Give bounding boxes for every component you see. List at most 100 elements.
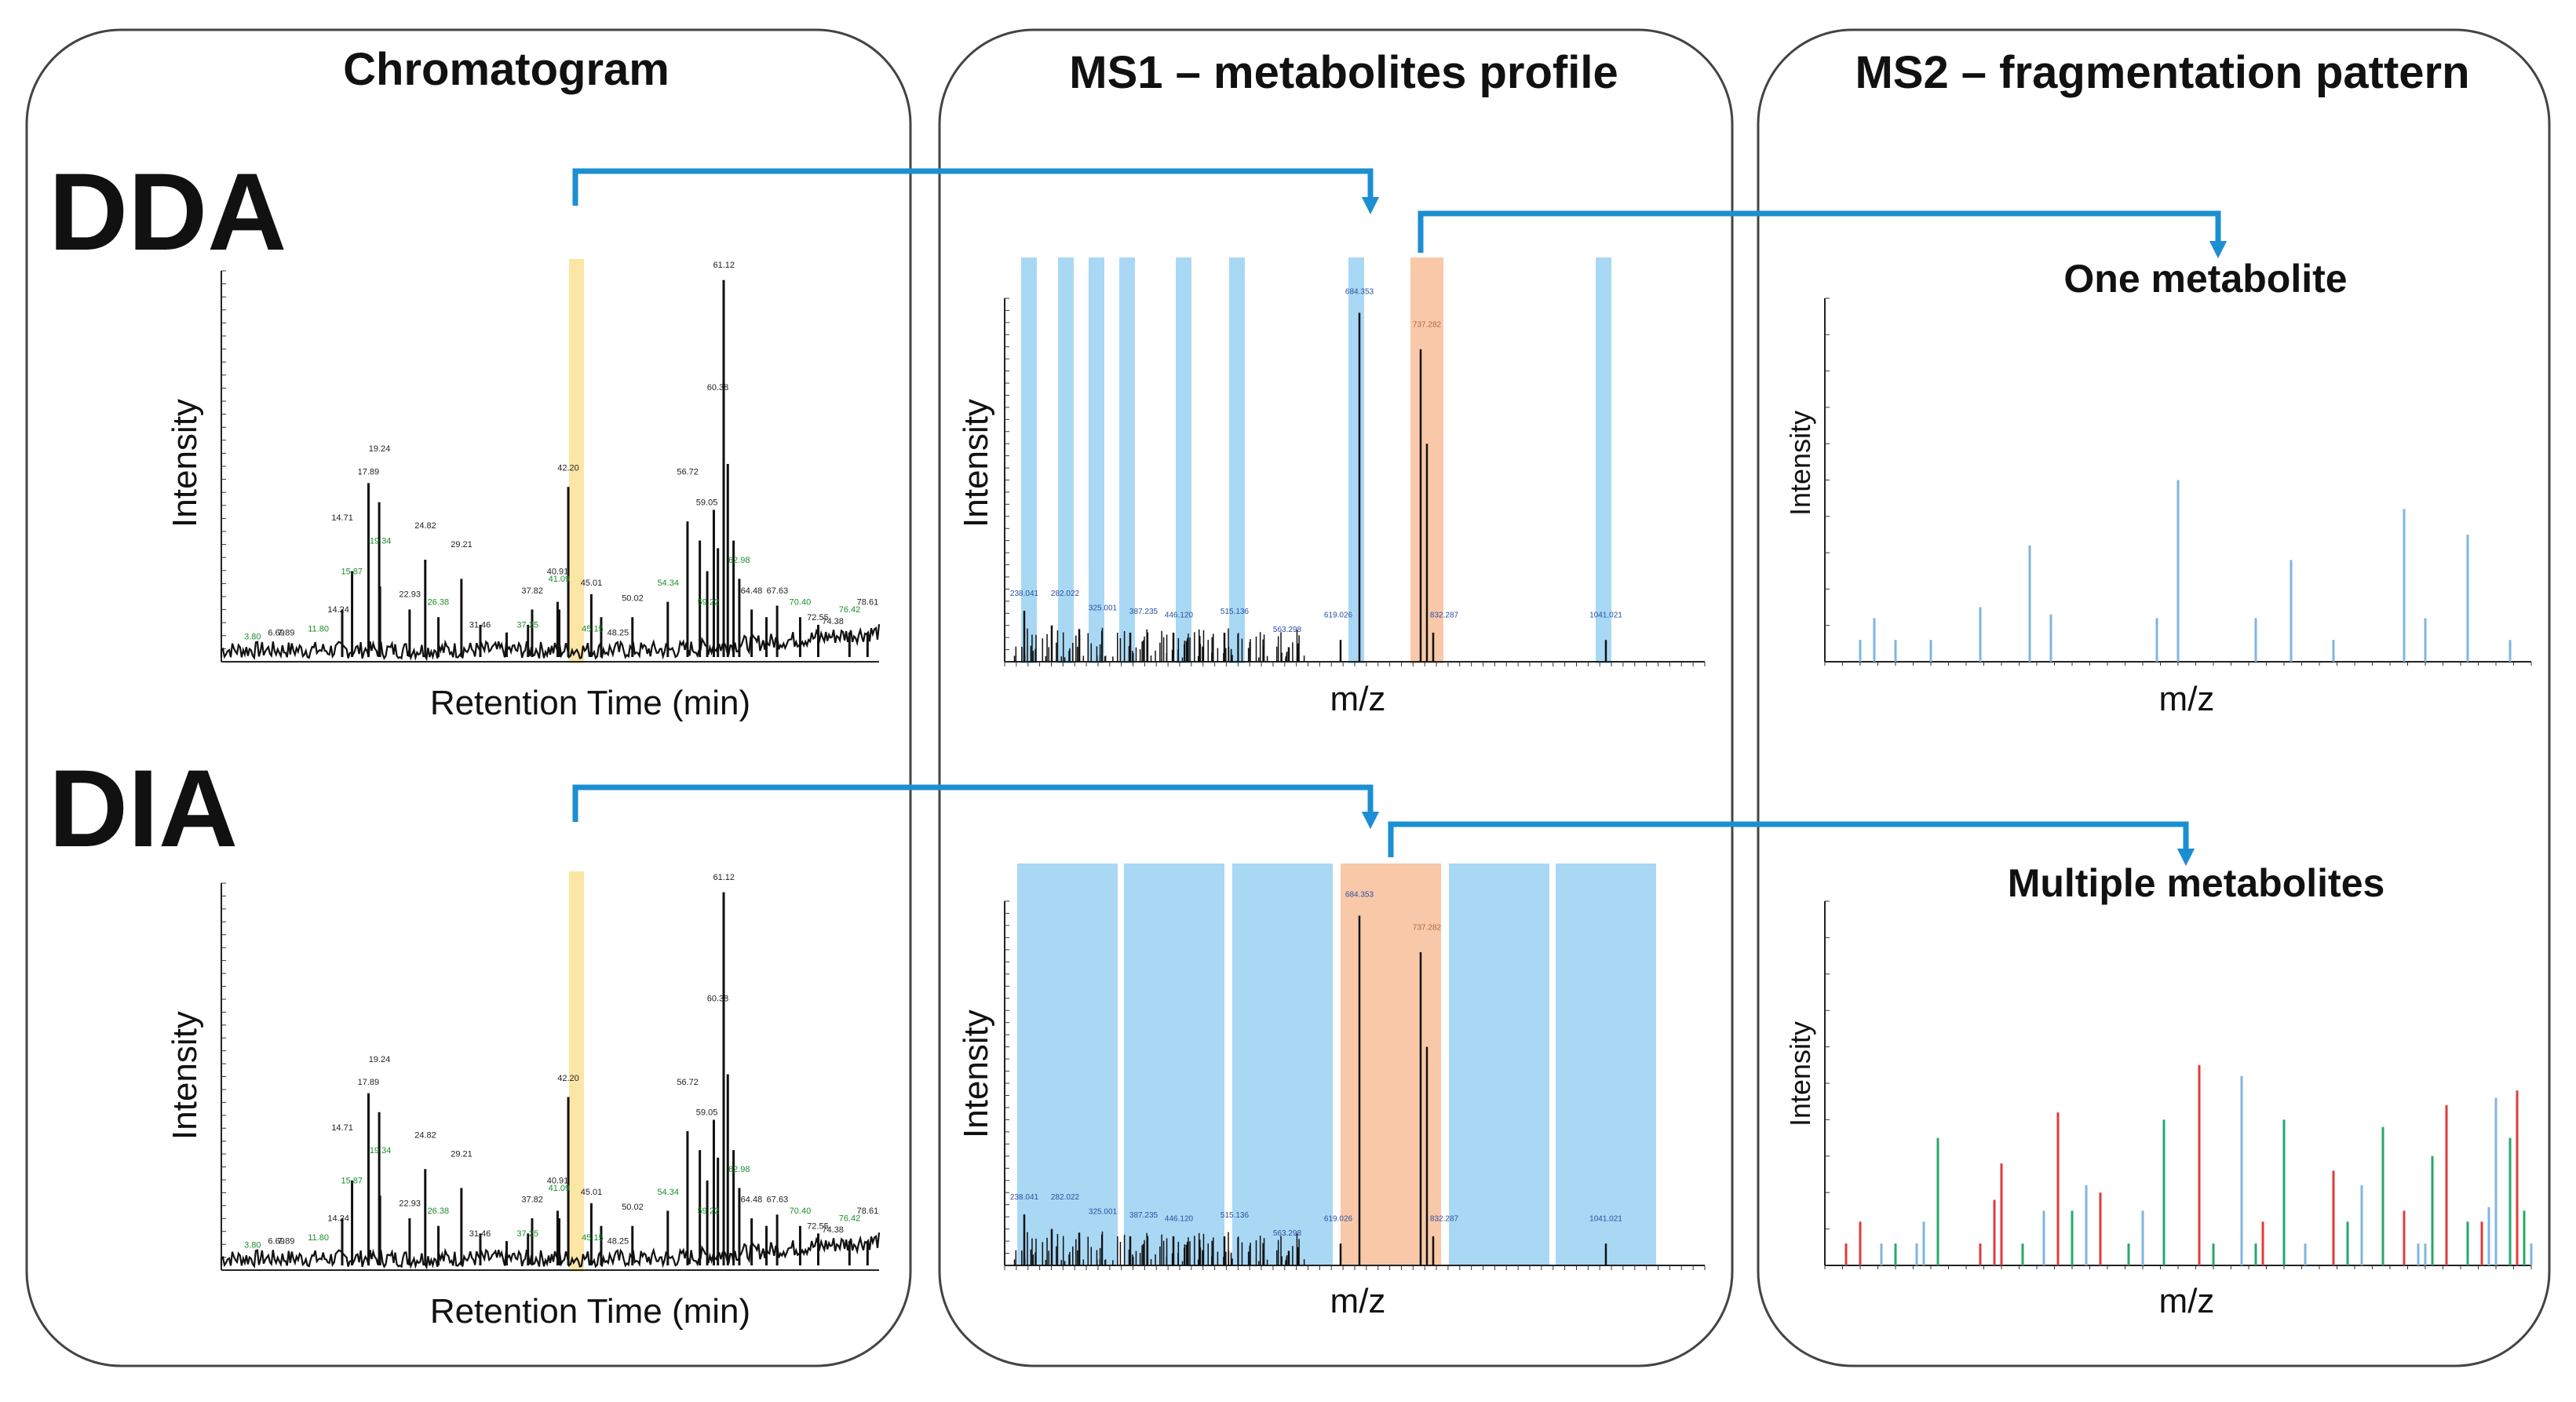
dia-label: DIA <box>49 747 238 870</box>
dia-ms1-selected-window <box>1341 863 1441 1265</box>
dia-ms1-peak-label: 737.282 <box>1413 923 1442 932</box>
dia-chrom-peak-label: 37.25 <box>516 1229 538 1239</box>
dda-chrom-peak-label: 67.63 <box>767 586 789 596</box>
dia-chrom-peak-label: 22.93 <box>399 1199 421 1208</box>
dda-chrom-peak-label: 60.38 <box>707 383 729 392</box>
dda-chrom-peak-label: 19.34 <box>370 536 392 546</box>
dia-chrom-peak-label: 37.82 <box>521 1196 543 1205</box>
dia-ms1-peak-label: 832.287 <box>1430 1215 1459 1224</box>
dia-chrom-peak-label: 45.15 <box>582 1233 604 1243</box>
dia-ms1-spectrum: 238.041 282.022 325.001 387.235 446.120 515.1… <box>1004 891 1706 1270</box>
dia-ms1-peak-label: 619.026 <box>1324 1215 1353 1224</box>
dda-chrom-peak-label: 11.80 <box>308 625 329 634</box>
dda-chrom-peak-label: 7.89 <box>278 628 294 637</box>
dia-chromatogram-plot: 3.80 6.697.89 11.80 14.71 14.24 15.87 17.89 19.… <box>220 873 881 1271</box>
dda-chrom-peak-label: 61.12 <box>713 261 735 270</box>
dia-chrom-peak-label: 76.42 <box>839 1214 861 1224</box>
dda-chromatogram-plot: 3.80 6.697.89 11.80 14.71 14.24 15.87 17.89 19.… <box>220 261 881 663</box>
chromatogram-title: Chromatogram <box>343 44 670 95</box>
dda-ms1-to-ms2-arrow <box>1418 210 2228 259</box>
dia-chrom-peak-label: 50.02 <box>622 1203 644 1212</box>
dia-ms1-mz-label: m/z <box>1330 1282 1386 1320</box>
dia-chrom-peak-label: 48.25 <box>608 1237 629 1247</box>
dia-chrom-intensity-label: Intensity <box>166 1011 204 1140</box>
dda-label: DDA <box>49 150 286 273</box>
dia-ms1-isolation-windows <box>1017 863 1656 1265</box>
ms2-panel <box>1757 28 2551 1367</box>
dia-ms1-peak-label: 238.041 <box>1010 1193 1039 1202</box>
dda-ms1-window <box>1021 257 1037 663</box>
dda-chrom-peak-label: 15.87 <box>341 567 363 576</box>
ms1-title: MS1 – metabolites profile <box>1069 47 1618 98</box>
dda-ms1-peak-label: 737.282 <box>1413 320 1442 329</box>
dia-chrom-peak-label: 15.87 <box>341 1176 363 1185</box>
dda-chrom-peak-label: 3.80 <box>244 632 261 641</box>
dda-ms1-peak-label: 282.022 <box>1051 590 1080 598</box>
dda-chrom-peak-label: 26.38 <box>428 597 450 607</box>
ms2-title: MS2 – fragmentation pattern <box>1855 47 2469 98</box>
dia-chrom-peak-label: 14.24 <box>327 1214 349 1224</box>
dia-ms2-intensity-label: Intensity <box>1784 1021 1816 1126</box>
ms2-multiple-metabolites-label: Multiple metabolites <box>2008 861 2385 905</box>
dda-ms1-window <box>1119 257 1135 663</box>
ms2-one-metabolite-label: One metabolite <box>2063 257 2347 301</box>
dia-chrom-peak-label: 74.38 <box>822 1225 844 1235</box>
dda-chrom-peak-label: 22.93 <box>399 590 421 600</box>
dia-chrom-peak-label: 64.48 <box>741 1196 763 1205</box>
dia-ms1-window <box>1232 863 1333 1265</box>
dia-retention-time-label: Retention Time (min) <box>430 1292 750 1331</box>
dda-ms1-mz-label: m/z <box>1330 680 1386 718</box>
ms1-panel <box>938 28 1734 1367</box>
dda-ms1-window <box>1229 257 1245 663</box>
dda-ms1-window <box>1058 257 1074 663</box>
dia-ms1-peak-label: 684.353 <box>1345 891 1374 900</box>
dia-chrom-peak-label: 45.01 <box>581 1188 603 1197</box>
dda-chrom-peak-label: 59.05 <box>696 498 718 508</box>
dda-ms1-peak-label: 619.026 <box>1324 612 1353 620</box>
dda-ms1-peak-label: 238.041 <box>1010 590 1039 598</box>
dia-chrom-peak-label: 59.22 <box>698 1207 720 1216</box>
dda-chrom-peak-label: 54.34 <box>657 579 679 588</box>
dia-chrom-peak-label: 3.80 <box>244 1241 261 1250</box>
dia-chrom-peak-label: 6.69 <box>268 1237 284 1247</box>
dda-chrom-peak-label: 14.71 <box>331 513 353 523</box>
dda-ms1-peak-label: 446.120 <box>1165 612 1194 620</box>
dia-chrom-peak-label: 11.80 <box>308 1233 329 1243</box>
dia-ms2-spectrum <box>1824 900 2533 1269</box>
dia-chrom-peak-label: 31.46 <box>469 1229 491 1239</box>
dda-retention-time-label: Retention Time (min) <box>430 684 750 722</box>
dda-chrom-peak-label: 45.01 <box>581 579 603 588</box>
dda-chrom-peak-label: 70.40 <box>790 597 812 607</box>
dda-chrom-peak-label: 48.25 <box>608 628 629 637</box>
dda-chrom-peak-label: 74.38 <box>822 617 844 626</box>
dia-chrom-peak-label: 54.34 <box>657 1188 679 1197</box>
dda-chrom-baseline-trace <box>220 624 881 662</box>
dia-chrom-peak-label: 78.61 <box>857 1207 879 1216</box>
dda-chrom-peak-label: 62.98 <box>728 556 750 565</box>
dia-ms1-peak-label: 387.235 <box>1129 1211 1158 1220</box>
dda-ms1-window <box>1176 257 1191 663</box>
dia-chrom-peak-label: 7.89 <box>278 1237 294 1247</box>
dia-chrom-peak-label: 17.89 <box>358 1078 380 1087</box>
dda-chrom-peak-label: 31.46 <box>469 621 491 630</box>
dda-chrom-to-ms1-arrow <box>572 168 1380 215</box>
dda-ms1-peak-label: 832.287 <box>1430 612 1459 620</box>
dda-chrom-peak-label: 14.24 <box>327 605 349 615</box>
dda-chrom-peak-label: 6.69 <box>268 628 284 637</box>
dia-ms1-intensity-label: Intensity <box>957 1010 995 1138</box>
dda-chrom-peak-label: 76.42 <box>839 605 861 615</box>
dia-chrom-peak-label: 61.12 <box>713 873 735 882</box>
dda-ms2-spectrum <box>1824 298 2532 666</box>
dda-rt-highlight <box>569 259 584 663</box>
dia-ms1-peak-label: 446.120 <box>1165 1215 1194 1224</box>
dda-ms1-window <box>1596 257 1611 663</box>
dia-chrom-peak-label: 67.63 <box>767 1196 789 1205</box>
dda-ms1-peak-label: 563.298 <box>1273 626 1302 634</box>
dia-ms1-peak-label: 1041.021 <box>1589 1215 1622 1224</box>
dda-ms1-window <box>1089 257 1104 663</box>
dda-ms1-spectrum: 238.041 282.022 325.001 387.235 446.120 515.1… <box>1004 288 1706 666</box>
dda-chrom-intensity-label: Intensity <box>166 399 204 528</box>
dia-ms1-window <box>1556 863 1656 1265</box>
dda-chrom-peak-label: 41.09 <box>549 575 571 584</box>
